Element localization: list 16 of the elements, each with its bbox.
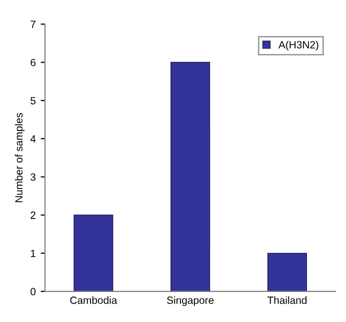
y-tick-label: 4 [30, 135, 36, 142]
y-tick-label: 2 [30, 212, 36, 219]
bar [267, 252, 307, 292]
x-tick-label: Cambodia [70, 296, 118, 304]
x-tick-label: Thailand [267, 296, 306, 304]
y-tick-label: 5 [30, 97, 36, 104]
bar [74, 214, 114, 292]
x-tick-label: Singapore [167, 296, 214, 306]
y-tick-label: 7 [30, 20, 36, 28]
y-tick-label: 1 [30, 250, 36, 258]
legend-label: A(H3N2) [278, 40, 318, 51]
y-tick-label: 6 [30, 58, 36, 66]
y-tick-label: 0 [30, 288, 36, 296]
y-axis-title: Number of samples [14, 112, 25, 202]
y-tick-label: 3 [30, 173, 36, 181]
bar [170, 62, 210, 292]
